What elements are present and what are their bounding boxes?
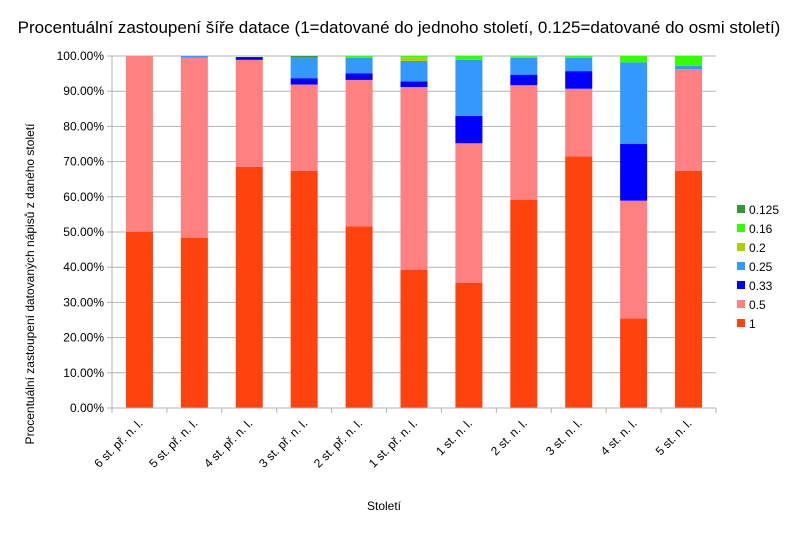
bar-segment: [455, 143, 483, 283]
bar-segment: [400, 269, 428, 408]
y-tick-label: 0.00%: [70, 401, 104, 415]
bar-segment: [125, 56, 153, 232]
legend-swatch: [737, 281, 745, 289]
bar-segment: [565, 88, 593, 157]
bar-segment: [510, 74, 538, 86]
x-tick-label: 2 st. př. n. l.: [311, 416, 365, 470]
bar-segment: [510, 57, 538, 75]
bar-segment: [455, 56, 483, 60]
bar-segment: [180, 237, 208, 408]
legend-label: 1: [749, 317, 756, 331]
bar-segment: [125, 232, 153, 408]
bar-segment: [565, 56, 593, 58]
bar-segment: [290, 56, 318, 58]
legend: 0.125 0.16 0.2 0.25 0.33 0.5 1: [737, 203, 779, 331]
bar-segment: [510, 56, 538, 57]
y-tick-label: 20.00%: [63, 331, 104, 345]
x-tick-label: 3 st. n. l.: [543, 416, 585, 458]
y-tick-labels: 0.00% 10.00% 20.00% 30.00% 40.00% 50.00% 60.00…: [57, 49, 105, 415]
bar-segment: [620, 56, 648, 63]
x-tick-label: 4 st. př. n. l.: [201, 416, 255, 470]
bar-segment: [290, 57, 318, 79]
x-tick-label: 4 st. n. l.: [598, 416, 640, 458]
bar-segment: [290, 78, 318, 85]
x-tick-label: 5 st. n. l.: [653, 416, 695, 458]
legend-label: 0.5: [749, 298, 766, 312]
legend-label: 0.25: [749, 260, 773, 274]
bar-segment: [180, 57, 208, 238]
y-tick-label: 80.00%: [63, 119, 104, 133]
legend-swatch: [737, 262, 745, 270]
bar-segment: [565, 57, 593, 72]
bar-segment: [235, 166, 263, 408]
legend-swatch: [737, 224, 745, 232]
legend-label: 0.16: [749, 222, 773, 236]
bar-segment: [290, 170, 318, 408]
bar-segment: [345, 56, 373, 58]
chart-title: Procentuální zastoupení šíře datace (1=d…: [17, 18, 781, 37]
axes: [111, 56, 717, 413]
bar-segment: [345, 226, 373, 408]
y-tick-label: 50.00%: [63, 225, 104, 239]
legend-swatch: [737, 243, 745, 251]
bar-segment: [400, 81, 428, 87]
y-tick-label: 40.00%: [63, 260, 104, 274]
bar-segment: [620, 62, 648, 144]
bar-segment: [345, 79, 373, 227]
legend-label: 0.33: [749, 279, 773, 293]
bar-segment: [235, 57, 263, 60]
y-tick-label: 30.00%: [63, 295, 104, 309]
bar-segment: [510, 56, 538, 58]
legend-label: 0.125: [749, 203, 779, 217]
legend-label: 0.2: [749, 241, 766, 255]
x-tick-label: 1 st. n. l.: [433, 416, 475, 458]
bar-segment: [620, 200, 648, 319]
bar-segment: [510, 85, 538, 200]
y-tick-label: 10.00%: [63, 366, 104, 380]
bar-segment: [400, 60, 428, 82]
x-axis-title: Století: [367, 499, 402, 513]
bar-segment: [565, 71, 593, 89]
bar-segment: [455, 282, 483, 408]
y-tick-label: 100.00%: [57, 49, 105, 63]
legend-swatch: [737, 300, 745, 308]
y-tick-label: 90.00%: [63, 84, 104, 98]
x-tick-labels: 6 st. př. n. l. 5 st. př. n. l. 4 st. př. …: [91, 416, 694, 470]
bar-segment: [510, 199, 538, 408]
y-tick-label: 60.00%: [63, 190, 104, 204]
x-tick-label: 6 st. př. n. l.: [91, 416, 145, 470]
bar-segment: [235, 59, 263, 167]
bar-segment: [290, 84, 318, 171]
x-tick-label: 3 st. př. n. l.: [256, 416, 310, 470]
legend-swatch: [737, 205, 745, 213]
bar-segment: [345, 73, 373, 80]
bar-segment: [620, 144, 648, 201]
bar-segment: [400, 86, 428, 270]
bar-segment: [400, 56, 428, 58]
bar-segment: [620, 318, 648, 408]
bar-segment: [675, 170, 703, 408]
bars: [125, 56, 703, 408]
bar-segment: [675, 69, 703, 171]
legend-swatch: [737, 319, 745, 327]
x-tick-label: 2 st. n. l.: [488, 416, 530, 458]
bar-segment: [400, 57, 428, 61]
bar-segment: [345, 57, 373, 74]
bar-segment: [180, 56, 208, 58]
x-tick-label: 1 st. př. n. l.: [366, 416, 420, 470]
bar-segment: [565, 156, 593, 408]
y-tick-label: 70.00%: [63, 155, 104, 169]
x-tick-label: 5 st. př. n. l.: [146, 416, 200, 470]
bar-segment: [675, 65, 703, 70]
y-axis-title: Procentuální zastoupení datovaných nápis…: [23, 123, 37, 445]
bar-segment: [455, 115, 483, 144]
bar-segment: [675, 56, 703, 66]
bar-segment: [455, 59, 483, 116]
